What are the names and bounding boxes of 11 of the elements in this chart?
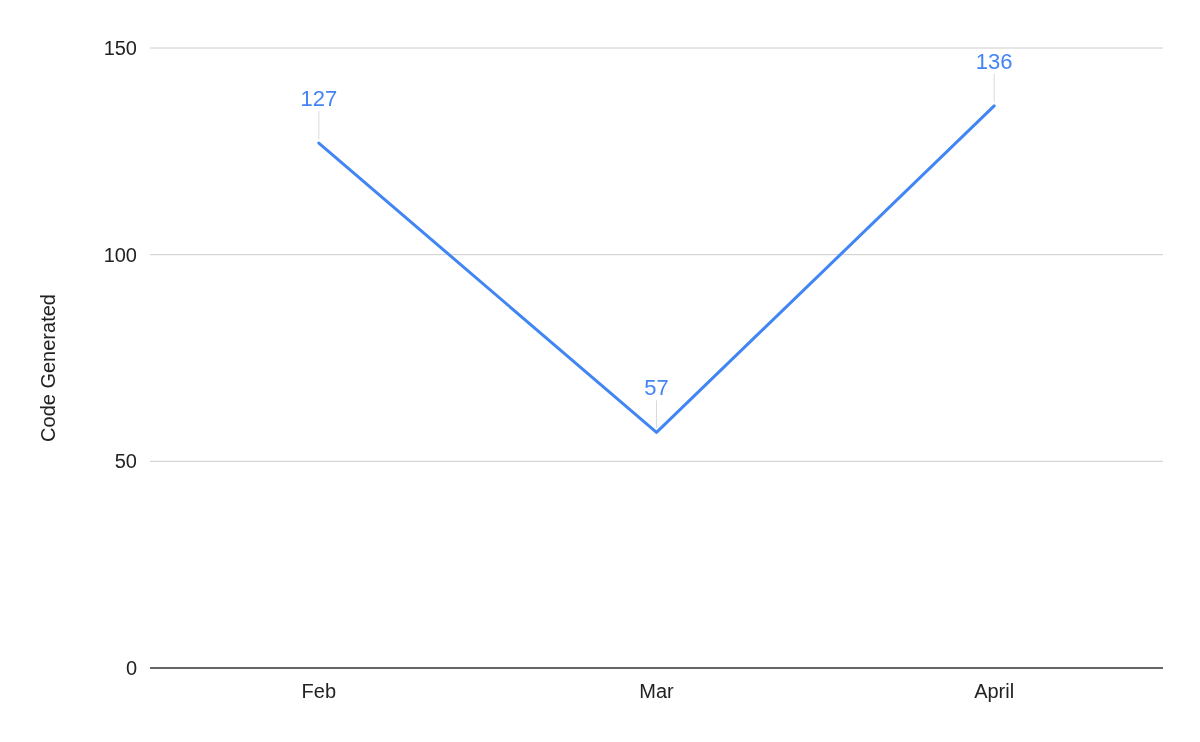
data-label: 57 [644,375,669,401]
x-tick-label: Mar [639,680,675,702]
data-label: 127 [300,86,338,112]
x-tick-label: Feb [301,680,337,702]
data-label: 136 [975,48,1013,74]
x-tick-label: April [974,680,1015,702]
y-tick-label: 0 [125,657,137,679]
y-tick-label: 50 [114,450,137,473]
y-tick-label: 150 [103,37,137,59]
y-axis-title: Code Generated [37,294,59,442]
y-tick-label: 100 [103,243,137,266]
